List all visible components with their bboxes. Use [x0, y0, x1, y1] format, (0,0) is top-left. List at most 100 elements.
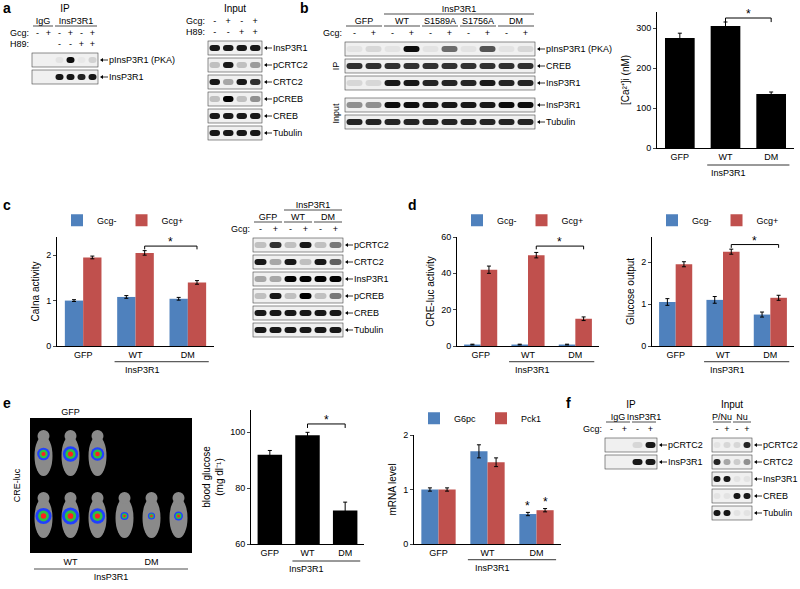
svg-text:WT: WT — [301, 548, 315, 558]
svg-text:-: - — [36, 28, 39, 38]
svg-text:pCREB: pCREB — [273, 94, 303, 104]
svg-text:pInsP3R1 (PKA): pInsP3R1 (PKA) — [546, 44, 612, 54]
svg-text:+: + — [409, 28, 414, 38]
svg-text:InsP3R1: InsP3R1 — [125, 365, 160, 375]
svg-text:Gcg:: Gcg: — [323, 28, 342, 38]
svg-text:Gcg:: Gcg: — [10, 28, 29, 38]
svg-text:CRTC2: CRTC2 — [763, 457, 793, 467]
svg-text:-: - — [213, 27, 216, 37]
svg-text:Gcg-: Gcg- — [692, 216, 712, 226]
svg-text:Gcg+: Gcg+ — [757, 216, 779, 226]
svg-text:GFP: GFP — [429, 548, 448, 558]
svg-text:a: a — [3, 0, 11, 16]
svg-text:+: + — [273, 224, 278, 234]
svg-text:InsP3R1: InsP3R1 — [273, 43, 308, 53]
svg-text:Gcg:: Gcg: — [231, 224, 250, 234]
svg-text:-: - — [227, 27, 230, 37]
svg-text:CREB: CREB — [354, 308, 379, 318]
svg-text:GFP: GFP — [671, 152, 690, 162]
svg-text:Glucose output: Glucose output — [625, 258, 636, 325]
svg-text:-: - — [505, 28, 508, 38]
svg-text:DM: DM — [509, 16, 523, 26]
svg-text:InsP3R1: InsP3R1 — [442, 4, 477, 14]
svg-text:0: 0 — [403, 539, 408, 549]
svg-text:WT: WT — [64, 557, 78, 567]
svg-text:+: + — [371, 28, 376, 38]
svg-text:CRTC2: CRTC2 — [273, 77, 303, 87]
svg-text:IP: IP — [331, 62, 341, 71]
svg-text:S1756A: S1756A — [462, 16, 494, 26]
svg-text:mRNA level: mRNA level — [387, 463, 398, 515]
svg-text:*: * — [543, 495, 548, 509]
svg-text:+: + — [226, 16, 231, 26]
svg-text:-: - — [467, 28, 470, 38]
svg-text:e: e — [3, 395, 11, 411]
svg-text:InsP3R1: InsP3R1 — [296, 200, 331, 210]
svg-text:IgG: IgG — [36, 16, 51, 26]
svg-text:Input: Input — [331, 103, 341, 124]
svg-text:[Ca²⁺]i (nM): [Ca²⁺]i (nM) — [620, 55, 631, 105]
svg-text:1: 1 — [46, 296, 51, 306]
svg-text:-: - — [429, 28, 432, 38]
svg-text:+: + — [79, 39, 84, 49]
svg-text:*: * — [557, 235, 562, 249]
svg-text:CRTC2: CRTC2 — [354, 257, 384, 267]
svg-text:*: * — [168, 235, 173, 249]
svg-text:b: b — [300, 0, 309, 16]
svg-text:f: f — [566, 395, 571, 411]
svg-text:DM: DM — [568, 350, 582, 360]
svg-text:pCREB: pCREB — [354, 291, 384, 301]
svg-text:CREB: CREB — [763, 491, 788, 501]
svg-text:pInsP3R1 (PKA): pInsP3R1 (PKA) — [109, 55, 175, 65]
svg-text:Tubulin: Tubulin — [546, 117, 575, 127]
svg-text:+: + — [253, 16, 258, 26]
svg-text:InsP3R1: InsP3R1 — [475, 563, 510, 573]
svg-text:1: 1 — [403, 485, 408, 495]
svg-text:100: 100 — [230, 427, 245, 437]
svg-text:+: + — [485, 28, 490, 38]
svg-text:200: 200 — [636, 63, 651, 73]
svg-text:20: 20 — [441, 305, 451, 315]
svg-text:InsP3R1: InsP3R1 — [546, 78, 581, 88]
svg-text:-: - — [289, 224, 292, 234]
svg-text:GFP: GFP — [261, 548, 280, 558]
svg-text:WT: WT — [481, 548, 495, 558]
svg-text:WT: WT — [395, 16, 409, 26]
svg-text:60: 60 — [441, 232, 451, 242]
svg-text:H89:: H89: — [186, 27, 205, 37]
svg-text:InsP3R1: InsP3R1 — [289, 564, 324, 574]
svg-text:DM: DM — [764, 152, 778, 162]
svg-text:-: - — [391, 28, 394, 38]
svg-text:InsP3R1: InsP3R1 — [627, 412, 662, 422]
svg-text:CRE-luc activity: CRE-luc activity — [425, 256, 436, 327]
svg-text:+: + — [90, 39, 95, 49]
svg-text:InsP3R1: InsP3R1 — [763, 474, 798, 484]
svg-text:Nu: Nu — [736, 412, 748, 422]
svg-text:WT: WT — [129, 350, 143, 360]
svg-text:2: 2 — [403, 430, 408, 440]
svg-text:WT: WT — [521, 350, 535, 360]
svg-text:-: - — [58, 39, 61, 49]
svg-text:GFP: GFP — [471, 350, 490, 360]
svg-text:GFP: GFP — [666, 350, 685, 360]
svg-text:pCRTC2: pCRTC2 — [273, 60, 308, 70]
svg-text:DM: DM — [321, 212, 335, 222]
svg-text:Gcg+: Gcg+ — [562, 216, 584, 226]
svg-text:WT: WT — [719, 152, 733, 162]
svg-text:Gcg-: Gcg- — [97, 216, 117, 226]
svg-text:0: 0 — [646, 143, 651, 153]
svg-text:80: 80 — [235, 483, 245, 493]
svg-text:P/Nu: P/Nu — [712, 412, 732, 422]
svg-text:DM: DM — [530, 548, 544, 558]
svg-text:blood glucose(mg dl⁻¹): blood glucose(mg dl⁻¹) — [201, 446, 225, 508]
svg-text:0: 0 — [446, 341, 451, 351]
svg-text:-: - — [610, 424, 613, 434]
svg-text:-: - — [353, 28, 356, 38]
svg-text:DM: DM — [181, 350, 195, 360]
svg-text:*: * — [324, 413, 329, 427]
svg-text:+: + — [744, 424, 749, 434]
svg-text:CREB: CREB — [273, 111, 298, 121]
svg-text:+: + — [68, 28, 73, 38]
svg-text:Tubulin: Tubulin — [273, 128, 302, 138]
svg-text:H89:: H89: — [10, 39, 29, 49]
